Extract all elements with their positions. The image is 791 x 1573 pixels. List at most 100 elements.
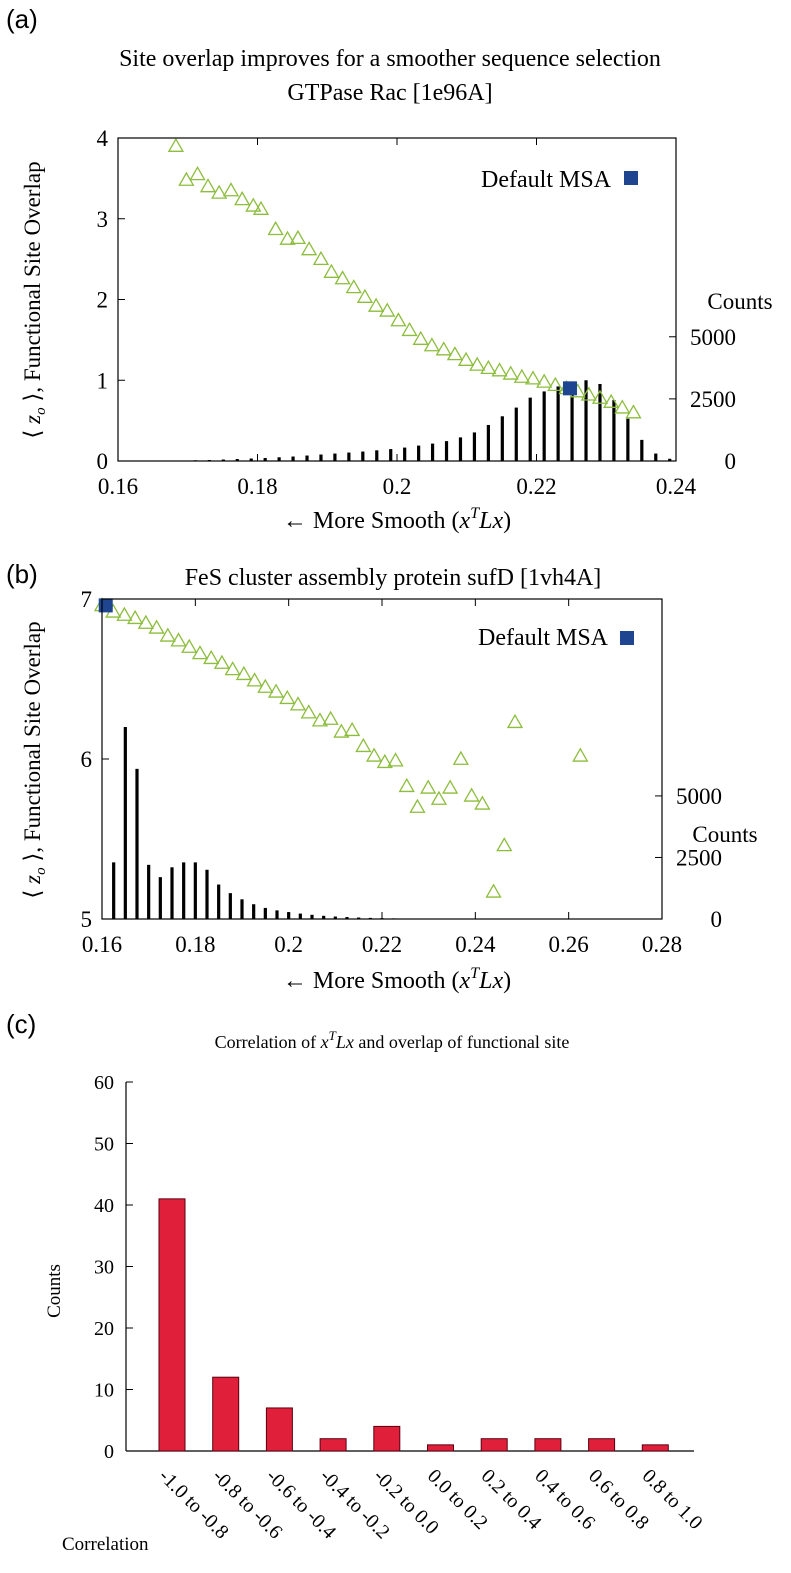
panel-b-triangle-point-4	[137, 614, 154, 629]
panel-b-triangle-point-28	[398, 777, 415, 793]
panel-a-count-bar-16	[403, 447, 407, 461]
panel-a-count-bar-26	[542, 391, 546, 461]
panel-a-triangle-point-22	[412, 330, 429, 345]
panel-a-count-bar-8	[291, 456, 295, 461]
panel-c-category-label-9: 0.8 to 1.0	[638, 1465, 707, 1534]
panel-b-xtick-label-4: 0.24	[455, 932, 496, 957]
panel-a-legend-label: Default MSA	[481, 167, 612, 193]
panel-a-count-bar-35	[668, 458, 672, 461]
panel-b-y2tick-label-2: 5000	[676, 784, 722, 809]
panel-b-triangle-point-11	[213, 654, 231, 669]
panel-a-y2tick-label-0: 0	[725, 449, 737, 474]
panel-a-count-bar-12	[347, 452, 351, 461]
panel-a-triangle-point-32	[524, 370, 542, 385]
panel-b-count-bar-13	[263, 907, 267, 919]
panel-c-bar-0	[158, 1198, 186, 1452]
panel-b-xlabel: ← More Smooth (xTLx)	[283, 965, 511, 994]
panel-b-xtick-label-5: 0.26	[549, 932, 589, 957]
panel-b-triangle-point-24	[355, 737, 372, 753]
panel-a-xtick-label-3: 0.22	[516, 474, 556, 499]
panel-a-count-bar-11	[333, 453, 337, 461]
panel-a-triangle-point-5	[222, 182, 240, 197]
panel-b-count-bar-19	[333, 916, 337, 919]
panel-b-legend-marker	[620, 631, 634, 645]
panel-b-triangle-point-25	[365, 747, 383, 762]
panel-a-triangle-point-24	[435, 341, 452, 356]
panel-a-triangle-point-41	[625, 404, 642, 419]
panel-a-triangle-point-26	[457, 351, 475, 366]
panel-a-count-bar-34	[654, 453, 658, 461]
panel-a-y2tick-label-2: 5000	[690, 325, 736, 350]
panel-a-triangle-point-16	[345, 279, 362, 294]
panel-b-xtick-label-3: 0.22	[362, 932, 402, 957]
panel-a-subtitle: GTPase Rac [1e96A]	[287, 80, 492, 106]
panel-b-count-bar-14	[275, 910, 279, 919]
panel-b-triangle-point-29	[409, 798, 426, 813]
panel-a-count-bar-19	[444, 441, 449, 461]
panel-a-triangle-point-9	[267, 220, 284, 236]
panel-c-bar-6	[480, 1438, 508, 1452]
panel-a-triangle-point-3	[199, 178, 217, 193]
panel-a-default-msa-point	[562, 381, 577, 396]
panel-a-y2label: Counts	[707, 289, 772, 314]
panel-c-ytick-label-5: 50	[94, 1134, 114, 1156]
panel-a-triangle-point-10	[279, 230, 296, 245]
panel-b-triangle-point-27	[387, 752, 404, 767]
panel-a-triangle-point-11	[289, 229, 307, 245]
panel-b-count-bar-16	[298, 913, 302, 919]
panel-c-bar-4	[373, 1425, 401, 1452]
panel-a-count-bar-20	[458, 437, 463, 461]
panel-a-triangle-point-28	[480, 359, 497, 375]
panel-b-count-bar-2	[135, 768, 139, 919]
panel-a-triangle-point-14	[323, 263, 340, 278]
panel-a-triangle-point-33	[536, 373, 553, 388]
panel-c-bar-1	[212, 1376, 240, 1452]
panel-b-count-bar-8	[205, 869, 209, 919]
panel-a-count-bar-5	[249, 458, 253, 461]
panel-b-triangle-point-6	[159, 627, 176, 642]
panel-a-triangle-point-34	[547, 376, 564, 391]
panel-b-count-bar-7	[193, 862, 197, 919]
panel-b-triangle-point-19	[300, 704, 317, 719]
panel-c-ytick-label-3: 30	[94, 1257, 114, 1279]
panel-b-triangle-point-14	[246, 672, 263, 687]
panel-a-count-bar-6	[263, 458, 267, 461]
panel-a-triangle-point-13	[312, 250, 330, 266]
panel-b-xtick-label-0: 0.16	[82, 932, 122, 957]
panel-a-triangle-point-18	[367, 297, 385, 312]
panel-a-count-bar-13	[361, 451, 365, 461]
panel-b-triangle-point-3	[127, 609, 144, 625]
panel-c-bar-7	[534, 1438, 562, 1452]
panel-b-triangle-point-38	[506, 713, 524, 729]
panel-b-triangle-point-9	[191, 645, 209, 660]
panel-b-count-bar-10	[228, 893, 232, 919]
panel-b-default-msa-point	[98, 598, 113, 613]
panel-a-count-bar-33	[640, 439, 644, 461]
panel-b-count-bar-12	[252, 904, 256, 919]
panel-a-ytick-label-2: 2	[97, 288, 109, 313]
panel-a-triangle-point-40	[614, 399, 631, 414]
panel-a-frame	[117, 137, 677, 462]
panel-a-count-bar-22	[486, 424, 490, 461]
panel-a-xtick-label-1: 0.18	[237, 474, 277, 499]
panel-a-triangle-point-2	[189, 166, 206, 181]
panel-a-triangle-point-0	[167, 137, 185, 152]
panel-b-count-bar-18	[322, 915, 326, 919]
panel-b-count-bar-1	[123, 727, 127, 919]
panel-a-title: Site overlap improves for a smoother seq…	[119, 46, 661, 72]
panel-c-bar-2	[265, 1407, 293, 1452]
panel-a-triangle-point-25	[446, 346, 464, 361]
panel-c-title: Correlation of xTLx and overlap of funct…	[215, 1028, 570, 1052]
panel-b-count-bar-5	[170, 867, 174, 919]
panel-a-ytick-label-3: 3	[97, 207, 109, 232]
panel-b-triangle-point-34	[463, 787, 480, 802]
panel-a-count-bar-10	[319, 454, 323, 461]
panel-b-ytick-label-2: 7	[81, 587, 93, 612]
panel-b-legend-label: Default MSA	[478, 625, 609, 651]
panel-b-triangle-point-31	[430, 790, 448, 805]
panel-a-count-bar-23	[500, 416, 504, 461]
panel-b-plot-area: 0.16 0.18 0.2 0.22 0.24 0.26 0.28 5 6 7 0 2500 5000	[81, 587, 723, 957]
panel-c: (c) Correlation of xTLx and overlap of f…	[6, 1009, 707, 1555]
panel-a-triangle-point-8	[252, 200, 270, 215]
